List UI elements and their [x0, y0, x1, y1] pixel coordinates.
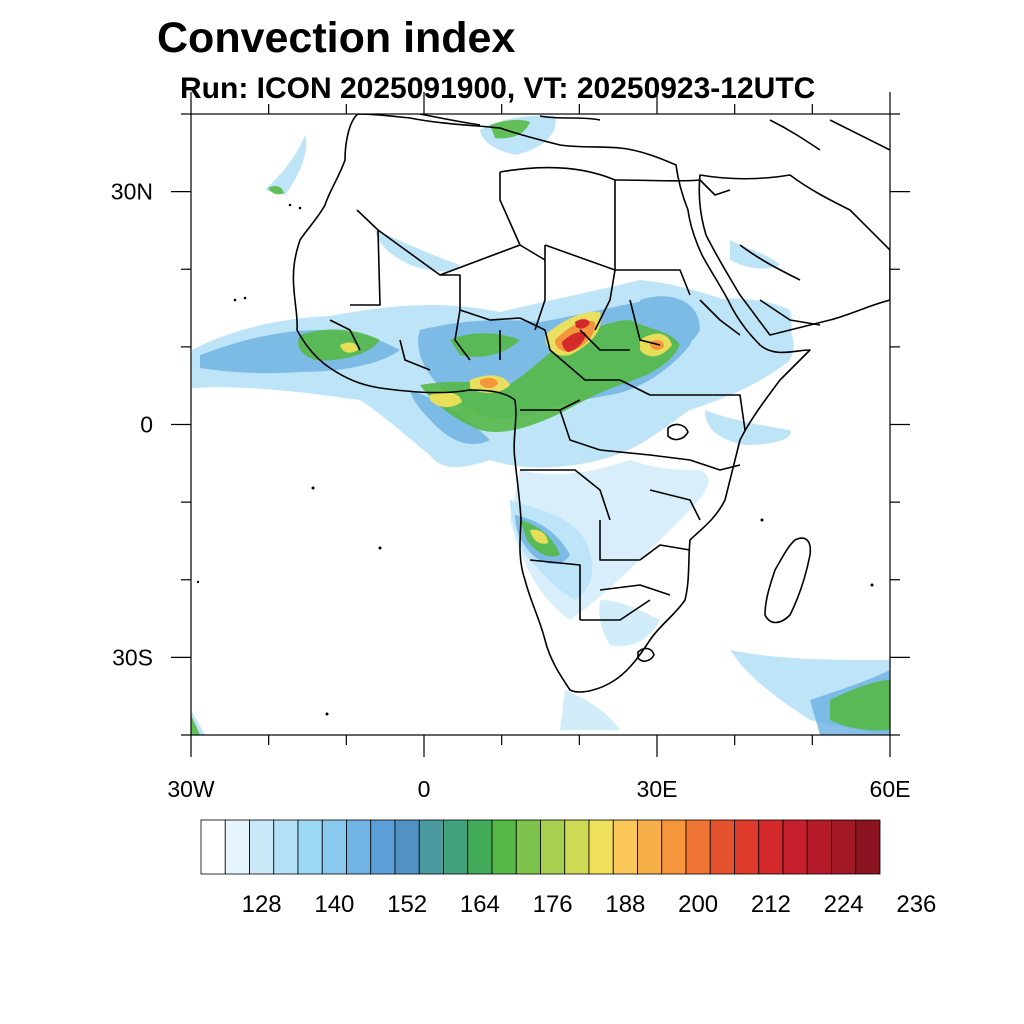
- colorbar-labels: 128 140 152 164 176 188 200 212 224 236: [242, 891, 937, 918]
- lon-label: 30E: [637, 776, 678, 802]
- colorbar-label: 212: [751, 891, 791, 918]
- colorbar-box: [273, 819, 299, 875]
- colorbar-box: [637, 819, 663, 875]
- colorbar-box: [321, 819, 347, 875]
- colorbar-label: 164: [460, 891, 500, 918]
- lon-label: 60E: [870, 776, 911, 802]
- lat-label: 30S: [112, 644, 153, 670]
- colorbar-box: [443, 819, 469, 875]
- colorbar-box: [806, 819, 832, 875]
- islands: [196, 203, 874, 716]
- colorbar-label: 176: [533, 891, 573, 918]
- colorbar-box: [540, 819, 566, 875]
- colorbar-label: 152: [387, 891, 427, 918]
- colorbar-label: 200: [678, 891, 718, 918]
- colorbar-box: [491, 819, 517, 875]
- convection-field: [191, 115, 890, 735]
- colorbar-label: 140: [314, 891, 354, 918]
- axis-ticks: [171, 92, 910, 757]
- colorbar-box: [734, 819, 760, 875]
- colorbar-label: 188: [605, 891, 645, 918]
- colorbar-label: 128: [242, 891, 282, 918]
- colorbar-box: [249, 819, 275, 875]
- colorbar-box: [200, 819, 226, 875]
- lat-label: 30N: [111, 179, 153, 205]
- colorbar-box: [515, 819, 541, 875]
- lat-label: 0: [140, 412, 153, 438]
- colorbar-box: [685, 819, 711, 875]
- colorbar-box: [709, 819, 735, 875]
- colorbar-box: [758, 819, 784, 875]
- colorbar-box: [782, 819, 808, 875]
- colorbar-box: [661, 819, 687, 875]
- colorbar: [200, 819, 881, 875]
- axis-labels: 30W 0 30E 60E 30N 0 30S: [111, 179, 911, 802]
- colorbar-box: [297, 819, 323, 875]
- colorbar-box: [346, 819, 372, 875]
- colorbar-label: 236: [896, 891, 936, 918]
- colorbar-box: [855, 819, 881, 875]
- plot-title: Convection index: [157, 14, 516, 62]
- lon-label: 30W: [167, 776, 215, 802]
- colorbar-box: [394, 819, 420, 875]
- colorbar-box: [564, 819, 590, 875]
- colorbar-box: [612, 819, 638, 875]
- colorbar-box: [418, 819, 444, 875]
- colorbar-box: [831, 819, 857, 875]
- colorbar-box: [467, 819, 493, 875]
- colorbar-box: [224, 819, 250, 875]
- colorbar-box: [588, 819, 614, 875]
- colorbar-label: 224: [824, 891, 864, 918]
- coastlines: [292, 114, 890, 693]
- plot-subtitle: Run: ICON 2025091900, VT: 20250923-12UTC: [180, 72, 816, 105]
- colorbar-box: [370, 819, 396, 875]
- lon-label: 0: [418, 776, 431, 802]
